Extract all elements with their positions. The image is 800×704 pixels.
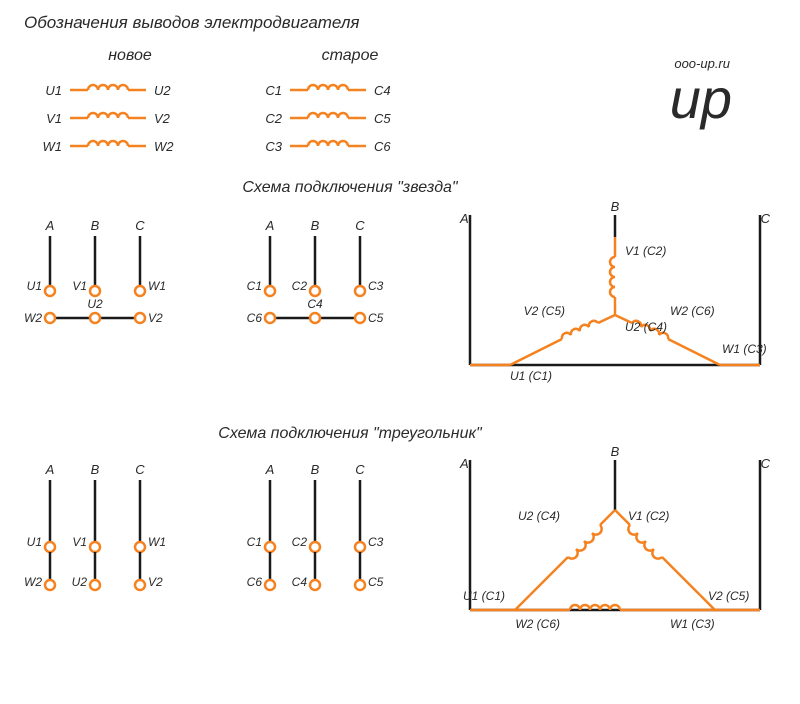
- section-delta: Схема подключения "треугольник": [218, 425, 483, 442]
- col-header-new: новое: [108, 47, 152, 64]
- delta-terminal-old: A B C C1 C2 C3 C6 C4 C5: [247, 462, 384, 590]
- col-header-old: старое: [322, 47, 379, 64]
- winding-label: V2 (C5): [524, 304, 565, 318]
- terminal-label: W1: [148, 279, 166, 293]
- terminal-label: C1: [247, 535, 262, 549]
- terminal-label: U1: [27, 279, 42, 293]
- label: U2: [154, 83, 171, 98]
- phase-label: C: [355, 462, 365, 477]
- winding-label: U2 (C4): [518, 509, 560, 523]
- label: U1: [45, 83, 62, 98]
- phase-label: B: [611, 199, 620, 214]
- phase-label: B: [611, 444, 620, 459]
- phase-label: A: [265, 218, 275, 233]
- winding-label: W1 (C3): [722, 342, 767, 356]
- terminal-label: C5: [368, 311, 384, 325]
- phase-label: A: [459, 211, 469, 226]
- terminal-label: V2: [148, 311, 163, 325]
- label: V2: [154, 111, 171, 126]
- winding-label: U1 (C1): [463, 589, 505, 603]
- phase-label: C: [761, 456, 771, 471]
- label: W1: [43, 139, 63, 154]
- windings-new: U1 U2 V1 V2 W1 W2: [43, 83, 175, 154]
- phase-label: C: [135, 218, 145, 233]
- star-terminal-new: A B C U1 V1 W1 W2 U2 V2: [24, 218, 166, 325]
- terminal-label: C3: [368, 535, 384, 549]
- winding-label: V2 (C5): [708, 589, 749, 603]
- phase-label: B: [91, 462, 100, 477]
- terminal-label: V2: [148, 575, 163, 589]
- label: C4: [374, 83, 391, 98]
- delta-terminal-new: A B C U1 V1 W1 W2 U2 V2: [24, 462, 166, 590]
- terminal-label: C5: [368, 575, 384, 589]
- terminal-label: U2: [72, 575, 88, 589]
- winding-label: V1 (C2): [628, 509, 669, 523]
- label: W2: [154, 139, 174, 154]
- terminal-label: C1: [247, 279, 262, 293]
- terminal-label: C4: [307, 297, 323, 311]
- terminal-label: W1: [148, 535, 166, 549]
- winding-label: W1 (C3): [670, 617, 715, 631]
- phase-label: B: [311, 218, 320, 233]
- phase-label: C: [761, 211, 771, 226]
- phase-label: A: [45, 462, 55, 477]
- winding-label: W2 (C6): [515, 617, 560, 631]
- terminal-label: U1: [27, 535, 42, 549]
- section-star: Схема подключения "звезда": [242, 179, 459, 196]
- phase-label: B: [91, 218, 100, 233]
- terminal-label: C3: [368, 279, 384, 293]
- label: V1: [46, 111, 62, 126]
- terminal-label: C4: [292, 575, 308, 589]
- winding-label: V1 (C2): [625, 244, 666, 258]
- winding-label: W2 (C6): [670, 304, 715, 318]
- terminal-label: V1: [72, 535, 87, 549]
- phase-label: C: [135, 462, 145, 477]
- label: C1: [265, 83, 282, 98]
- terminal-label: W2: [24, 311, 42, 325]
- label: C2: [265, 111, 282, 126]
- phase-label: B: [311, 462, 320, 477]
- phase-label: A: [45, 218, 55, 233]
- label: C6: [374, 139, 391, 154]
- phase-label: C: [355, 218, 365, 233]
- phase-label: A: [265, 462, 275, 477]
- terminal-label: C2: [292, 279, 308, 293]
- terminal-label: C6: [247, 575, 263, 589]
- windings-old: C1 C4 C2 C5 C3 C6: [265, 83, 391, 154]
- winding-label: U1 (C1): [510, 369, 552, 383]
- terminal-label: U2: [87, 297, 103, 311]
- label: C3: [265, 139, 282, 154]
- terminal-label: V1: [72, 279, 87, 293]
- label: C5: [374, 111, 391, 126]
- page-title: Обозначения выводов электродвигателя: [24, 13, 360, 32]
- terminal-label: C2: [292, 535, 308, 549]
- winding-label: U2 (C4): [625, 320, 667, 334]
- terminal-label: W2: [24, 575, 42, 589]
- star-terminal-old: A B C C1 C2 C3 C6 C4 C5: [247, 218, 384, 325]
- star-schematic: A B C V1 (C2) V2 (C5) U2 (C4) W2 (C6) U1: [459, 199, 771, 383]
- phase-label: A: [459, 456, 469, 471]
- terminal-label: C6: [247, 311, 263, 325]
- watermark-glyph: ир: [670, 67, 732, 130]
- delta-schematic: A B C U2 (C4) V1 (C2) U1 (C1) V2 (C5): [459, 444, 771, 631]
